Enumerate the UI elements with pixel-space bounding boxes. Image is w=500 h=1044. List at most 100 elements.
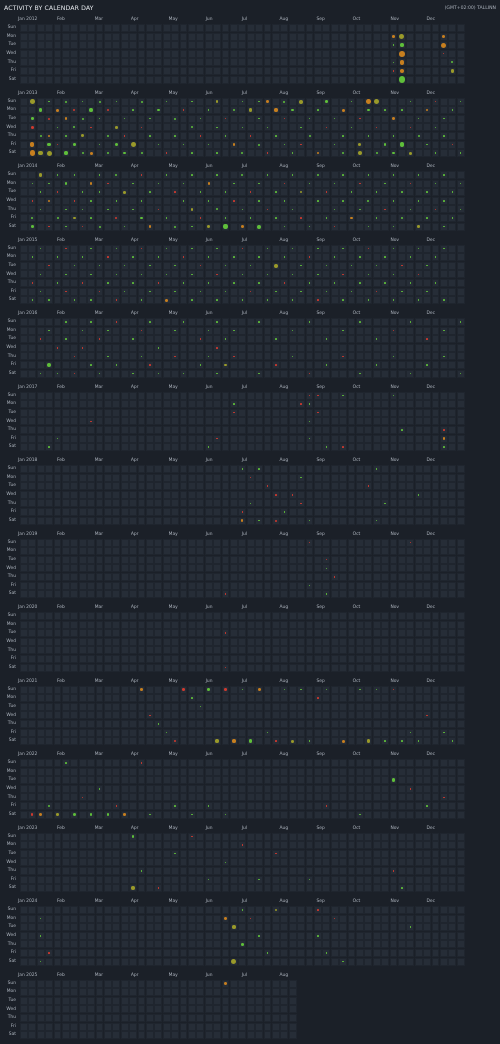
- day-cell[interactable]: [154, 426, 162, 434]
- day-cell[interactable]: [440, 517, 448, 525]
- day-cell[interactable]: [104, 841, 112, 849]
- day-cell[interactable]: [398, 417, 406, 425]
- day-cell[interactable]: [104, 802, 112, 810]
- day-cell[interactable]: [272, 664, 280, 672]
- day-cell[interactable]: [87, 517, 95, 525]
- day-cell[interactable]: [272, 474, 280, 482]
- day-cell[interactable]: [406, 573, 414, 581]
- day-cell[interactable]: [87, 223, 95, 231]
- day-cell[interactable]: [171, 318, 179, 326]
- day-cell[interactable]: [104, 564, 112, 572]
- day-cell[interactable]: [146, 768, 154, 776]
- day-cell[interactable]: [28, 41, 36, 49]
- day-cell[interactable]: [297, 539, 305, 547]
- day-cell[interactable]: [390, 370, 398, 378]
- day-cell[interactable]: [112, 776, 120, 784]
- day-cell[interactable]: [238, 435, 246, 443]
- day-cell[interactable]: [255, 214, 263, 222]
- day-cell[interactable]: [70, 703, 78, 711]
- day-cell[interactable]: [390, 556, 398, 564]
- day-cell[interactable]: [188, 370, 196, 378]
- day-cell[interactable]: [264, 106, 272, 114]
- day-cell[interactable]: [79, 361, 87, 369]
- day-cell[interactable]: [264, 344, 272, 352]
- day-cell[interactable]: [381, 539, 389, 547]
- day-cell[interactable]: [112, 655, 120, 663]
- day-cell[interactable]: [398, 180, 406, 188]
- day-cell[interactable]: [289, 50, 297, 58]
- day-cell[interactable]: [154, 327, 162, 335]
- day-cell[interactable]: [331, 132, 339, 140]
- day-cell[interactable]: [180, 123, 188, 131]
- day-cell[interactable]: [230, 76, 238, 84]
- day-cell[interactable]: [79, 245, 87, 253]
- day-cell[interactable]: [20, 850, 28, 858]
- day-cell[interactable]: [331, 474, 339, 482]
- day-cell[interactable]: [154, 223, 162, 231]
- day-cell[interactable]: [138, 318, 146, 326]
- day-cell[interactable]: [297, 426, 305, 434]
- day-cell[interactable]: [138, 547, 146, 555]
- day-cell[interactable]: [272, 703, 280, 711]
- day-cell[interactable]: [423, 491, 431, 499]
- day-cell[interactable]: [398, 564, 406, 572]
- day-cell[interactable]: [37, 123, 45, 131]
- day-cell[interactable]: [432, 335, 440, 343]
- day-cell[interactable]: [121, 344, 129, 352]
- day-cell[interactable]: [457, 508, 465, 516]
- day-cell[interactable]: [146, 149, 154, 157]
- day-cell[interactable]: [87, 327, 95, 335]
- day-cell[interactable]: [247, 426, 255, 434]
- day-cell[interactable]: [314, 711, 322, 719]
- day-cell[interactable]: [96, 729, 104, 737]
- day-cell[interactable]: [112, 132, 120, 140]
- day-cell[interactable]: [348, 517, 356, 525]
- day-cell[interactable]: [373, 279, 381, 287]
- day-cell[interactable]: [423, 205, 431, 213]
- day-cell[interactable]: [213, 361, 221, 369]
- day-cell[interactable]: [390, 664, 398, 672]
- day-cell[interactable]: [415, 573, 423, 581]
- day-cell[interactable]: [104, 768, 112, 776]
- day-cell[interactable]: [129, 24, 137, 32]
- day-cell[interactable]: [356, 508, 364, 516]
- day-cell[interactable]: [381, 76, 389, 84]
- day-cell[interactable]: [129, 352, 137, 360]
- day-cell[interactable]: [154, 361, 162, 369]
- day-cell[interactable]: [37, 646, 45, 654]
- day-cell[interactable]: [322, 58, 330, 66]
- day-cell[interactable]: [423, 50, 431, 58]
- day-cell[interactable]: [364, 392, 372, 400]
- day-cell[interactable]: [196, 279, 204, 287]
- day-cell[interactable]: [121, 171, 129, 179]
- day-cell[interactable]: [129, 729, 137, 737]
- day-cell[interactable]: [171, 296, 179, 304]
- day-cell[interactable]: [96, 850, 104, 858]
- day-cell[interactable]: [70, 508, 78, 516]
- day-cell[interactable]: [171, 474, 179, 482]
- day-cell[interactable]: [331, 335, 339, 343]
- day-cell[interactable]: [432, 171, 440, 179]
- day-cell[interactable]: [45, 876, 53, 884]
- day-cell[interactable]: [37, 629, 45, 637]
- day-cell[interactable]: [222, 465, 230, 473]
- day-cell[interactable]: [129, 270, 137, 278]
- day-cell[interactable]: [104, 573, 112, 581]
- day-cell[interactable]: [205, 33, 213, 41]
- day-cell[interactable]: [289, 802, 297, 810]
- day-cell[interactable]: [415, 785, 423, 793]
- day-cell[interactable]: [28, 392, 36, 400]
- day-cell[interactable]: [373, 590, 381, 598]
- day-cell[interactable]: [390, 629, 398, 637]
- day-cell[interactable]: [280, 517, 288, 525]
- day-cell[interactable]: [54, 288, 62, 296]
- day-cell[interactable]: [264, 417, 272, 425]
- day-cell[interactable]: [62, 171, 70, 179]
- day-cell[interactable]: [121, 318, 129, 326]
- day-cell[interactable]: [146, 335, 154, 343]
- day-cell[interactable]: [381, 793, 389, 801]
- day-cell[interactable]: [432, 564, 440, 572]
- day-cell[interactable]: [448, 629, 456, 637]
- day-cell[interactable]: [20, 573, 28, 581]
- day-cell[interactable]: [415, 435, 423, 443]
